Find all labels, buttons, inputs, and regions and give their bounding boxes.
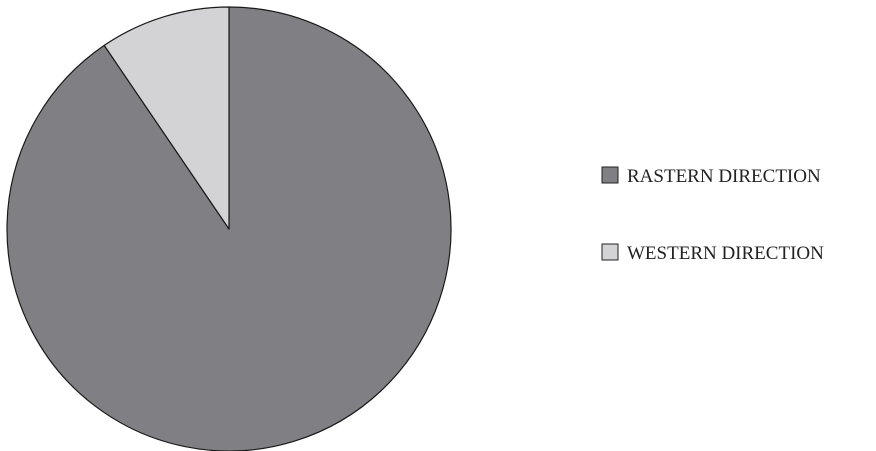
legend-swatch bbox=[601, 243, 619, 261]
legend-swatch bbox=[601, 166, 619, 184]
legend-label: WESTERN DIRECTION bbox=[627, 243, 824, 264]
pie-slice-western bbox=[103, 6, 230, 230]
legend: RASTERN DIRECTION WESTERN DIRECTION bbox=[601, 166, 824, 264]
legend-item-eastern: RASTERN DIRECTION bbox=[601, 166, 821, 187]
legend-label: RASTERN DIRECTION bbox=[627, 166, 821, 187]
legend-item-western: WESTERN DIRECTION bbox=[601, 243, 824, 264]
pie-slices bbox=[6, 6, 452, 451]
